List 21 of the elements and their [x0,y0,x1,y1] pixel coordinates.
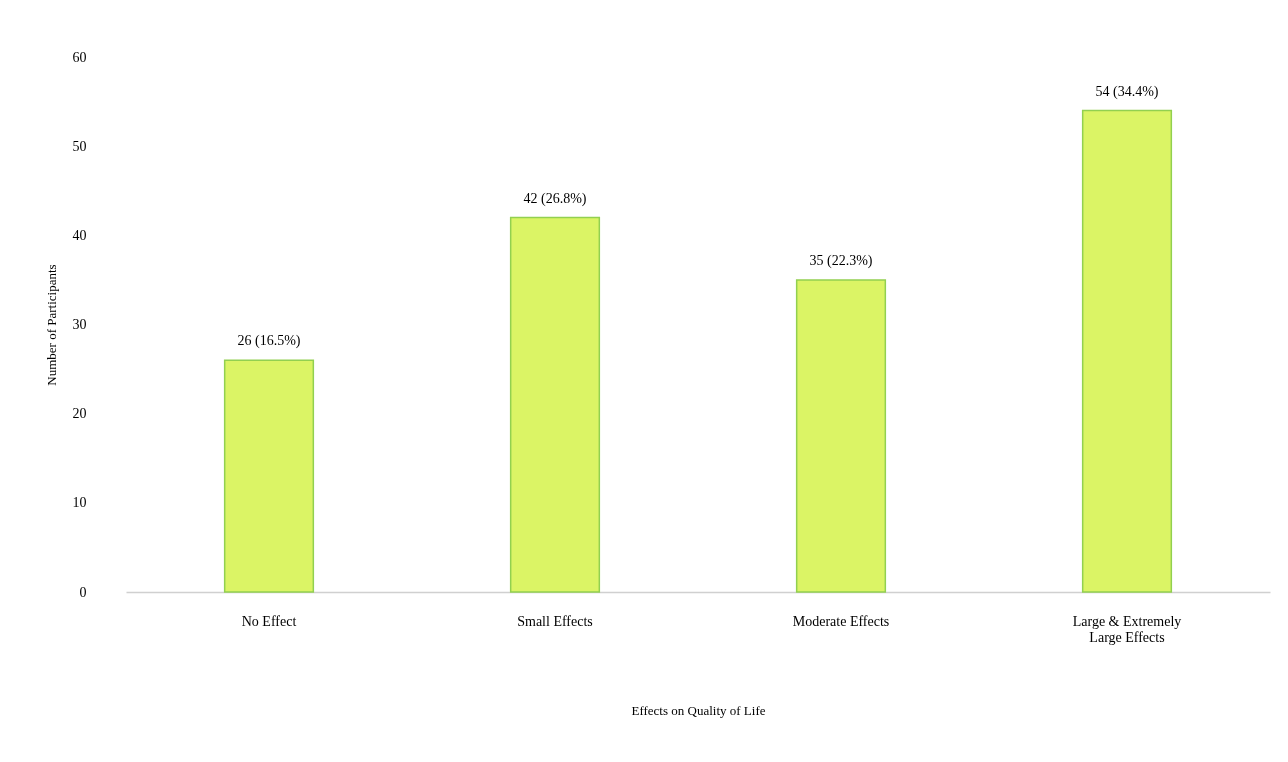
y-tick-label: 30 [72,317,87,332]
bar [509,216,601,593]
data-label: 26 (16.5%) [237,333,301,350]
y-tick-label: 10 [72,495,87,511]
data-label: 42 (26.8%) [523,190,587,207]
x-tick-label: Large & Extremely Large Effects [1072,613,1182,645]
x-tick-label: Moderate Effects [792,613,890,629]
data-label: 54 (34.4%) [1095,83,1159,100]
y-tick-label: 50 [72,138,87,154]
y-tick-label: 60 [72,49,87,65]
bar [795,279,887,593]
x-tick-label: Small Effects [517,613,593,629]
y-axis-title: Number of Participants [43,264,59,386]
x-axis-title: Effects on Quality of Life [631,702,766,718]
data-label: 35 (22.3%) [809,252,873,269]
y-tick-label: 20 [72,406,87,422]
bar [223,359,315,593]
y-tick-label: 40 [72,227,87,243]
x-tick-label: No Effect [241,613,297,629]
y-tick-label: 0 [79,584,87,600]
bar [1081,109,1173,593]
